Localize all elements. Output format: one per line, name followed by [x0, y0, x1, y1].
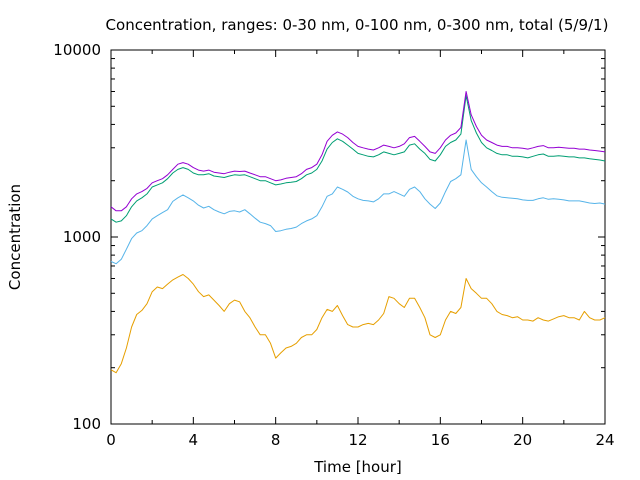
series-line-3: [110, 95, 606, 223]
y-tick-label: 10000: [53, 41, 101, 59]
series-lines: [110, 91, 606, 374]
x-tick-label: 16: [431, 431, 450, 449]
series-line-4: [110, 91, 606, 212]
series-line-2: [110, 139, 606, 265]
y-tick-labels: 100 1000 10000: [53, 41, 101, 433]
x-tick-label: 20: [513, 431, 532, 449]
y-tick-label: 100: [72, 415, 101, 433]
x-tick-labels: 0 4 8 12 16 20 24: [106, 431, 614, 449]
x-tick-label: 8: [271, 431, 281, 449]
x-axis-label: Time [hour]: [313, 458, 402, 476]
x-tick-label: 12: [348, 431, 367, 449]
x-tick-label: 24: [595, 431, 614, 449]
chart-title: Concentration, ranges: 0-30 nm, 0-100 nm…: [106, 16, 609, 34]
plot-frame: [110, 49, 606, 425]
x-tick-label: 4: [189, 431, 199, 449]
axis-ticks: [110, 49, 606, 425]
series-line-1: [110, 274, 606, 374]
x-tick-label: 0: [106, 431, 116, 449]
y-axis-label: Concentration: [6, 184, 24, 290]
y-tick-label: 1000: [63, 228, 101, 246]
